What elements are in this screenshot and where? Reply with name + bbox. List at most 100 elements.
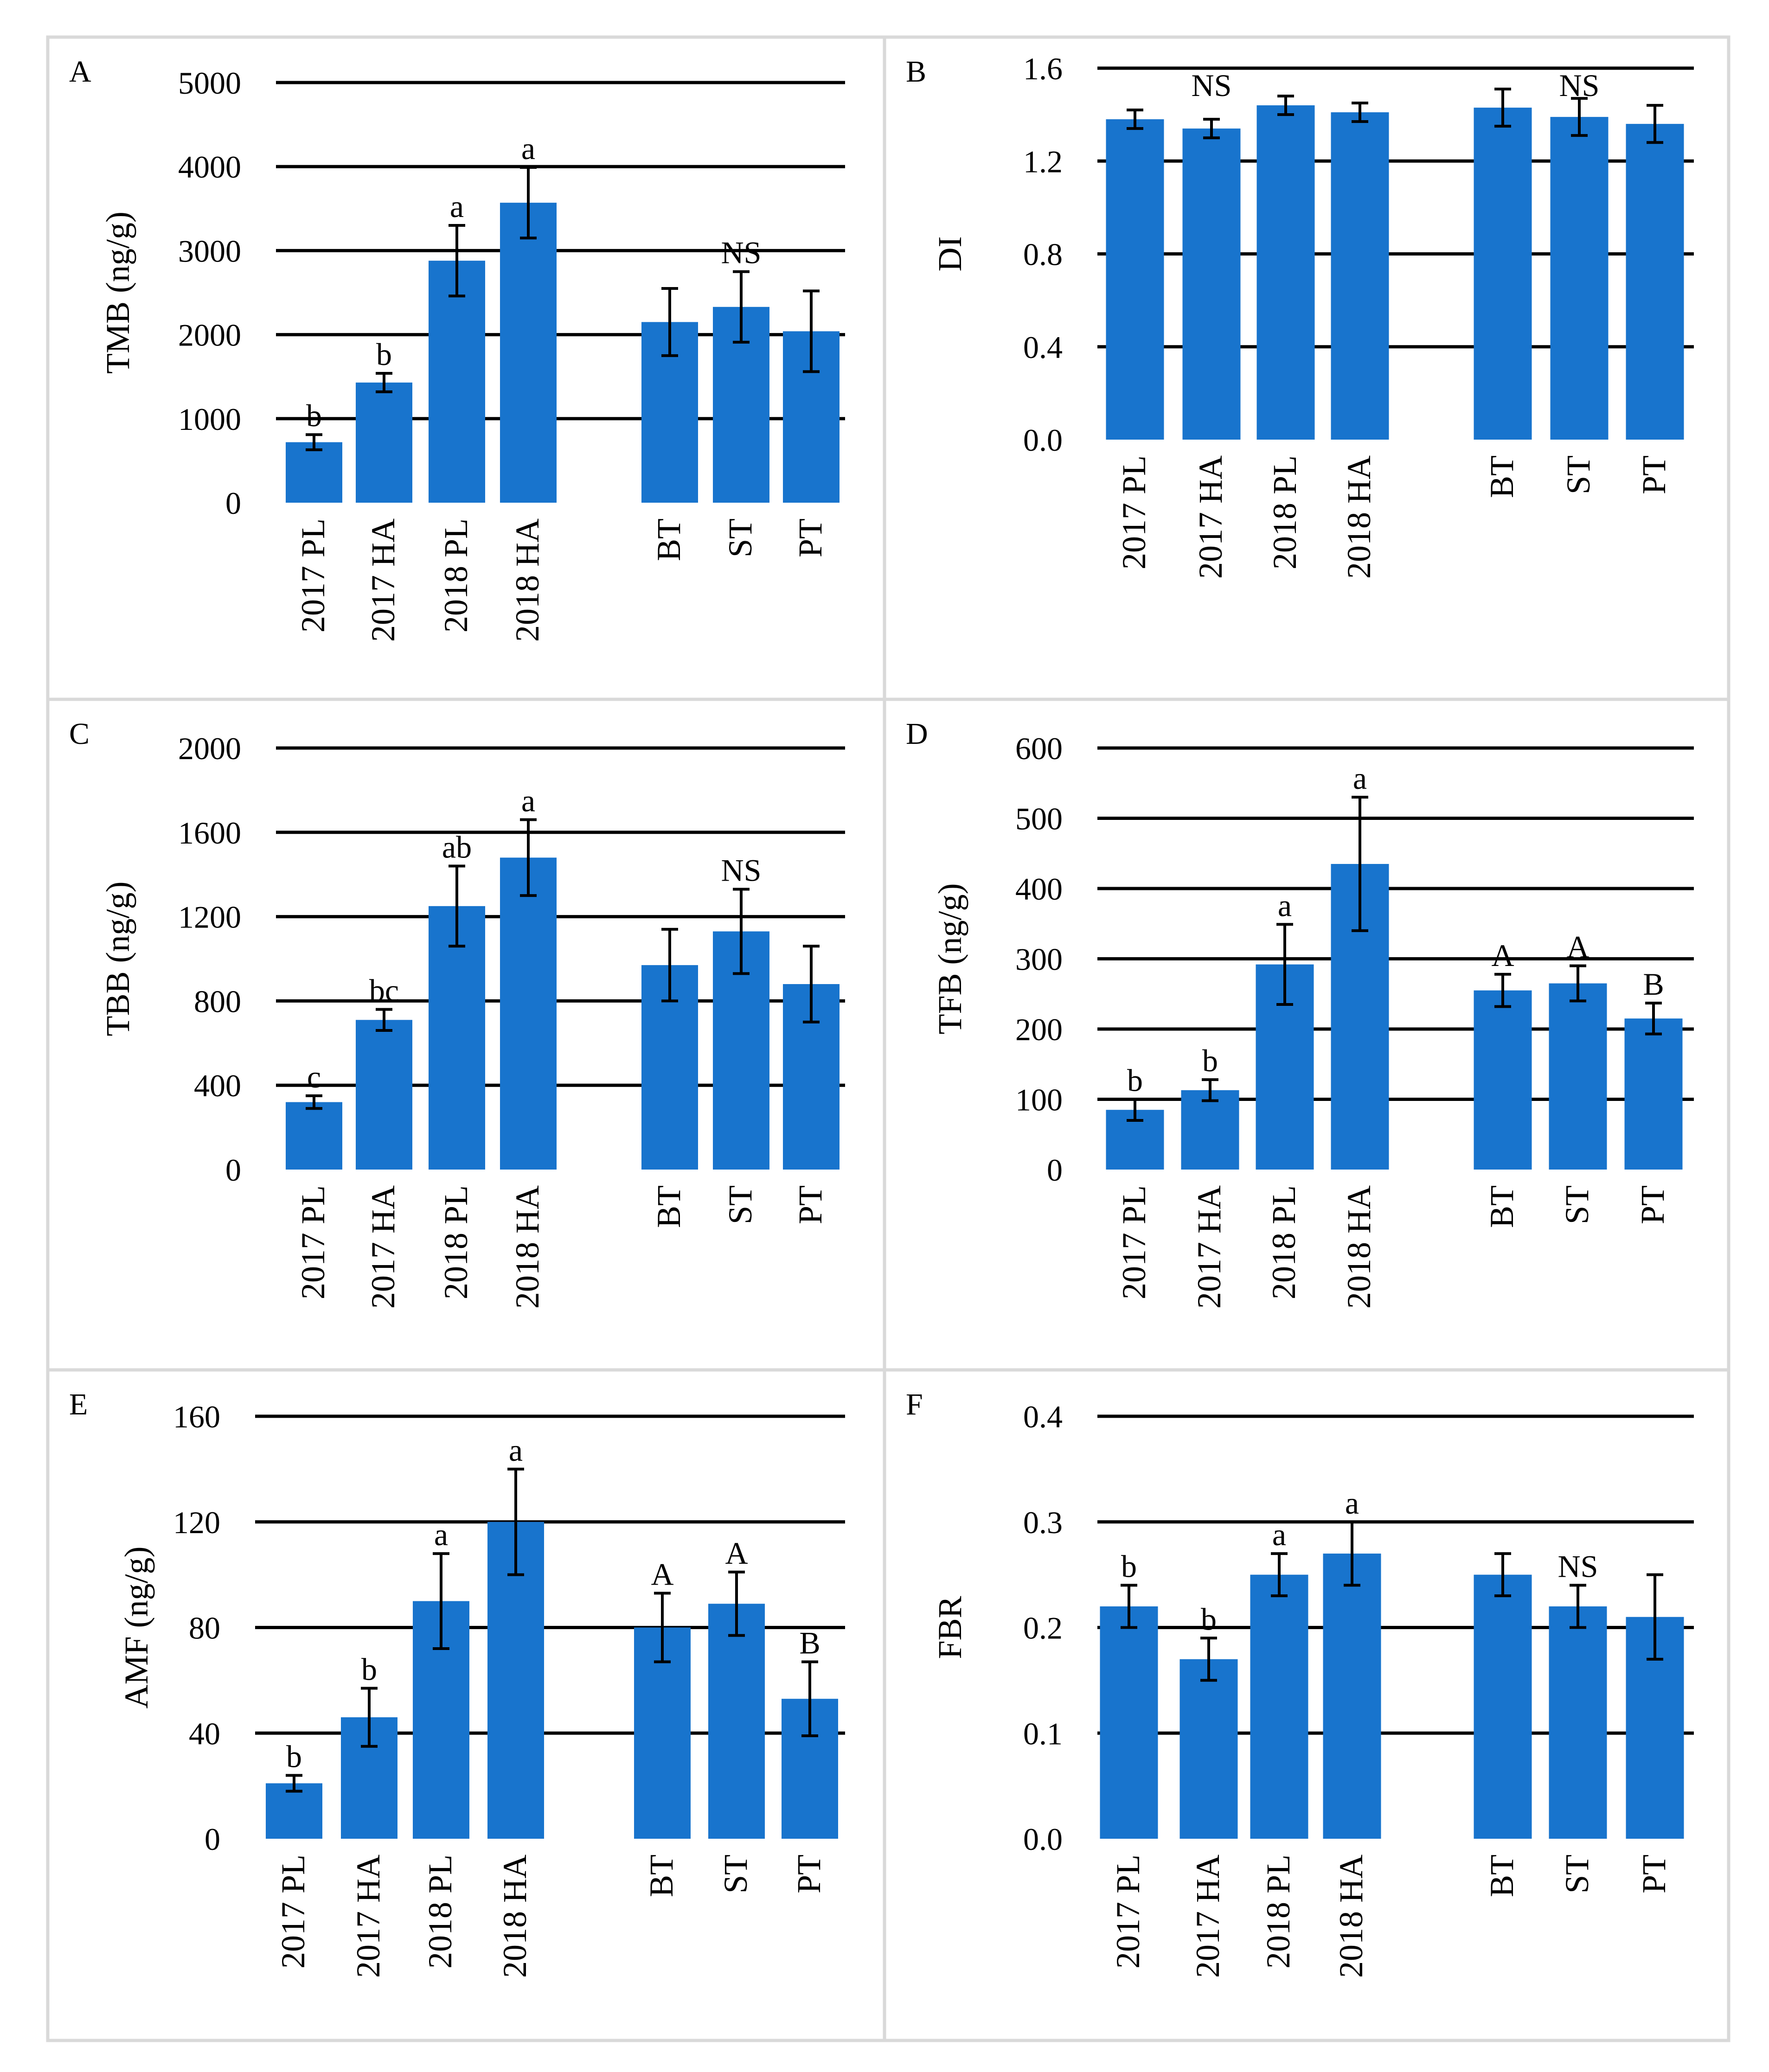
y-axis-label: TMB (ng/g)	[99, 211, 136, 374]
bar-st	[1549, 1606, 1607, 1839]
y-tick-label: 0.8	[1023, 237, 1063, 272]
y-tick-label: 800	[194, 984, 241, 1019]
bar-2018-ha	[500, 203, 557, 503]
x-tick-label: 2017 PL	[295, 1185, 332, 1299]
significance-letter: a	[1353, 761, 1367, 796]
x-tick-label: 2017 PL	[1109, 1855, 1147, 1969]
panel-letter: C	[69, 717, 90, 751]
panel-letter: D	[906, 717, 928, 751]
bar-2017-pl	[286, 442, 342, 503]
significance-letter: a	[1345, 1485, 1359, 1521]
significance-letter: bc	[369, 973, 399, 1008]
significance-letter: A	[1491, 938, 1514, 973]
x-tick-label: 2017 HA	[1191, 1185, 1228, 1309]
y-axis-label: TFB (ng/g)	[931, 883, 968, 1034]
bar-bt	[1474, 990, 1532, 1170]
bar-2017-ha	[356, 1020, 412, 1170]
bar-2018-pl	[1250, 1574, 1308, 1839]
x-tick-label: 2018 PL	[1260, 1855, 1297, 1969]
x-tick-label: 2018 PL	[1265, 1185, 1302, 1299]
ns-label: NS	[721, 235, 762, 270]
significance-letter: b	[361, 1651, 377, 1687]
x-tick-label: 2017 PL	[275, 1855, 312, 1969]
y-tick-label: 0.2	[1023, 1611, 1063, 1646]
y-tick-label: 2000	[178, 731, 241, 766]
bar-2018-ha	[1323, 1554, 1381, 1839]
x-tick-label: 2017 HA	[365, 1185, 402, 1309]
y-tick-label: 400	[1015, 871, 1063, 907]
x-tick-label: 2018 PL	[437, 1185, 474, 1299]
y-tick-label: 0.4	[1023, 330, 1063, 365]
y-tick-label: 3000	[178, 233, 241, 269]
x-tick-label: PT	[1635, 1855, 1673, 1893]
significance-letter: ab	[442, 830, 472, 865]
bar-pt	[1626, 124, 1684, 440]
ns-label: NS	[1559, 68, 1600, 103]
bar-2017-pl	[1100, 1606, 1158, 1839]
significance-letter: a	[1278, 888, 1292, 923]
x-tick-label: BT	[1483, 1185, 1520, 1228]
y-tick-label: 0.4	[1023, 1399, 1063, 1434]
significance-letter: a	[509, 1432, 523, 1468]
significance-letter: a	[434, 1517, 448, 1552]
x-tick-label: 2017 HA	[1189, 1855, 1226, 1978]
y-tick-label: 160	[173, 1399, 220, 1434]
bar-2018-ha	[500, 857, 557, 1170]
panel-f: F 0.0 0.1 0.2 0.3 0.4 FBR b 2017 PL b 2017 HA a 2018…	[883, 1368, 1731, 2042]
y-tick-label: 0	[1047, 1152, 1063, 1188]
significance-letter: a	[1272, 1517, 1286, 1552]
y-tick-label: 80	[189, 1611, 220, 1646]
x-tick-label: 2017 HA	[1192, 455, 1229, 579]
y-tick-label: 400	[194, 1068, 241, 1103]
y-axis-label: FBR	[931, 1596, 968, 1659]
bar-bt	[1474, 1574, 1532, 1839]
bar-2017-pl	[286, 1102, 342, 1170]
significance-letter: A	[651, 1556, 673, 1592]
ns-label: NS	[1558, 1548, 1598, 1584]
y-tick-label: 1600	[178, 815, 241, 851]
y-tick-label: 1200	[178, 900, 241, 935]
panel-a: A 0 1000 2000 3000 4000 5000 TMB (ng/g) b 2017 PL…	[46, 35, 886, 701]
x-tick-label: 2018 HA	[509, 518, 546, 642]
significance-letter: a	[521, 783, 535, 819]
significance-letter: a	[450, 189, 464, 224]
significance-letter: A	[725, 1535, 748, 1571]
x-tick-label: ST	[722, 1185, 759, 1224]
y-tick-label: 1.2	[1023, 144, 1063, 179]
x-tick-label: 2017 PL	[295, 518, 332, 633]
x-tick-label: 2018 PL	[422, 1855, 459, 1969]
significance-letter: b	[1201, 1601, 1217, 1637]
y-tick-label: 120	[173, 1505, 220, 1540]
y-tick-label: 1000	[178, 402, 241, 437]
x-tick-label: BT	[643, 1855, 680, 1897]
x-tick-label: PT	[1634, 1185, 1671, 1224]
y-tick-label: 0.0	[1023, 1822, 1063, 1857]
significance-letter: b	[376, 337, 392, 372]
significance-letter: a	[521, 131, 535, 166]
y-tick-label: 5000	[178, 65, 241, 101]
y-tick-label: 4000	[178, 149, 241, 185]
bar-2018-ha	[1331, 112, 1389, 440]
x-tick-label: BT	[1483, 455, 1520, 498]
x-tick-label: PT	[1635, 455, 1673, 494]
significance-letter: b	[1121, 1548, 1137, 1584]
x-tick-label: BT	[650, 1185, 687, 1228]
y-axis-label: AMF (ng/g)	[118, 1546, 155, 1708]
y-tick-label: 0	[225, 1152, 241, 1188]
panel-e: E 0 40 80 120 160 AMF (ng/g) b 2017 PL b 2017 HA a 2…	[46, 1368, 886, 2042]
y-tick-label: 500	[1015, 801, 1063, 837]
panel-letter: A	[69, 55, 91, 89]
ns-label: NS	[721, 853, 762, 888]
x-tick-label: 2017 HA	[350, 1855, 387, 1978]
bar-2017-pl	[1106, 119, 1164, 440]
significance-letter: b	[1127, 1063, 1143, 1098]
y-tick-label: 300	[1015, 942, 1063, 977]
significance-letter: c	[307, 1059, 321, 1094]
y-tick-label: 0.0	[1023, 422, 1063, 458]
y-tick-label: 2000	[178, 318, 241, 353]
x-tick-label: 2018 HA	[496, 1855, 533, 1978]
y-tick-label: 0.1	[1023, 1716, 1063, 1751]
bar-2017-ha	[1179, 1659, 1238, 1839]
significance-letter: B	[1643, 966, 1664, 1002]
